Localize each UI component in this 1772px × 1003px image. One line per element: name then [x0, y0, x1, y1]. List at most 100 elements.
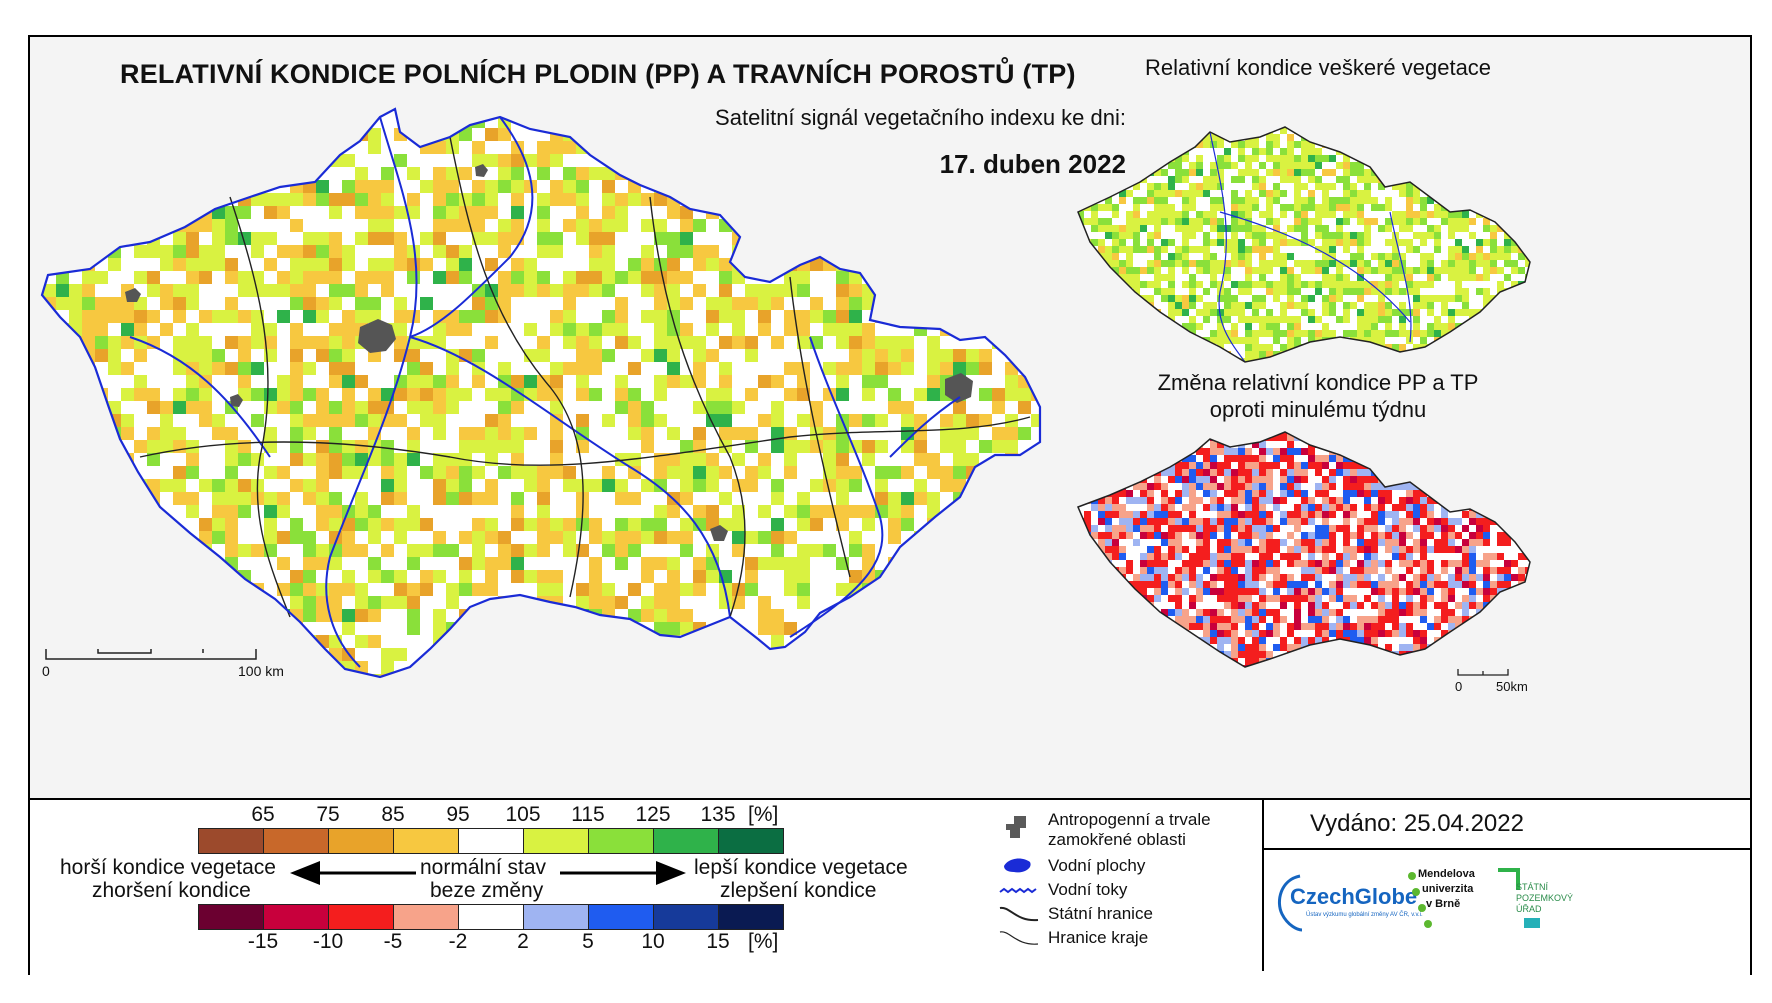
raster-cell	[238, 284, 251, 297]
raster-cell	[537, 531, 550, 544]
raster-cell	[186, 63, 199, 76]
raster-cell	[654, 336, 667, 349]
raster-cell	[1504, 344, 1511, 351]
raster-cell	[888, 674, 901, 677]
raster-cell	[1462, 337, 1469, 344]
raster-cell	[433, 401, 446, 414]
raster-cell	[953, 427, 966, 440]
raster-cell	[1147, 260, 1154, 267]
raster-cell	[1018, 388, 1031, 401]
raster-cell	[537, 349, 550, 362]
raster-cell	[1182, 113, 1189, 120]
raster-cell	[589, 349, 602, 362]
raster-cell	[589, 50, 602, 63]
raster-cell	[1329, 246, 1336, 253]
raster-cell	[1525, 483, 1530, 490]
raster-cell	[1406, 432, 1413, 434]
raster-cell	[1378, 204, 1385, 211]
raster-cell	[1259, 113, 1266, 120]
raster-cell	[1175, 218, 1182, 225]
raster-cell	[992, 193, 1005, 206]
raster-cell	[654, 297, 667, 310]
raster-cell	[1126, 211, 1133, 218]
raster-cell	[1357, 92, 1364, 99]
raster-cell	[472, 375, 485, 388]
raster-cell	[108, 50, 121, 63]
raster-cell	[43, 89, 56, 102]
raster-cell	[1147, 239, 1154, 246]
raster-cell	[433, 375, 446, 388]
raster-cell	[1406, 309, 1413, 316]
raster-cell	[1532, 434, 1539, 441]
raster-cell	[706, 37, 719, 50]
raster-cell	[1392, 281, 1399, 288]
raster-cell	[927, 115, 940, 128]
raster-cell	[368, 609, 381, 622]
raster-cell	[927, 297, 940, 310]
raster-cell	[186, 76, 199, 89]
raster-cell	[1378, 358, 1385, 362]
raster-cell	[1357, 267, 1364, 274]
raster-cell	[1392, 344, 1399, 351]
raster-cell	[1378, 148, 1385, 155]
raster-cell	[394, 531, 407, 544]
raster-cell	[264, 232, 277, 245]
raster-cell	[1350, 148, 1357, 155]
raster-cell	[1455, 351, 1462, 358]
raster-cell	[1476, 344, 1483, 351]
raster-cell	[836, 271, 849, 284]
raster-cell	[1392, 476, 1399, 483]
raster-cell	[1112, 504, 1119, 511]
raster-cell	[498, 245, 511, 258]
raster-cell	[1044, 479, 1057, 492]
raster-cell	[1119, 141, 1126, 148]
raster-cell	[992, 258, 1005, 271]
raster-cell	[810, 401, 823, 414]
raster-cell	[1322, 497, 1329, 504]
raster-cell	[433, 622, 446, 635]
raster-cell	[420, 518, 433, 531]
raster-cell	[212, 583, 225, 596]
raster-cell	[1364, 497, 1371, 504]
raster-cell	[1210, 106, 1217, 113]
raster-cell	[212, 245, 225, 258]
raster-cell	[641, 557, 654, 570]
raster-cell	[1322, 267, 1329, 274]
raster-cell	[1455, 497, 1462, 504]
raster-cell	[888, 336, 901, 349]
raster-cell	[43, 596, 56, 609]
raster-cell	[95, 466, 108, 479]
raster-cell	[1476, 134, 1483, 141]
raster-cell	[69, 531, 82, 544]
raster-cell	[355, 63, 368, 76]
raster-cell	[1301, 434, 1308, 441]
raster-cell	[355, 492, 368, 505]
raster-cell	[1343, 239, 1350, 246]
raster-cell	[108, 232, 121, 245]
raster-cell	[472, 427, 485, 440]
raster-cell	[1252, 309, 1259, 316]
raster-cell	[238, 180, 251, 193]
raster-cell	[1196, 155, 1203, 162]
raster-cell	[1406, 351, 1413, 358]
raster-cell	[667, 115, 680, 128]
raster-cell	[1399, 288, 1406, 295]
raster-cell	[784, 622, 797, 635]
raster-cell	[1539, 211, 1546, 218]
raster-cell	[381, 440, 394, 453]
raster-cell	[1161, 92, 1168, 99]
raster-cell	[1406, 183, 1413, 190]
raster-cell	[849, 109, 862, 115]
raster-cell	[303, 479, 316, 492]
raster-cell	[1182, 232, 1189, 239]
raster-cell	[1322, 113, 1329, 120]
raster-cell	[1315, 176, 1322, 183]
raster-cell	[1392, 92, 1399, 99]
raster-cell	[1140, 148, 1147, 155]
raster-cell	[329, 258, 342, 271]
raster-cell	[290, 180, 303, 193]
raster-cell	[1287, 483, 1294, 490]
raster-cell	[1091, 274, 1098, 281]
raster-cell	[1364, 281, 1371, 288]
raster-cell	[1322, 323, 1329, 330]
